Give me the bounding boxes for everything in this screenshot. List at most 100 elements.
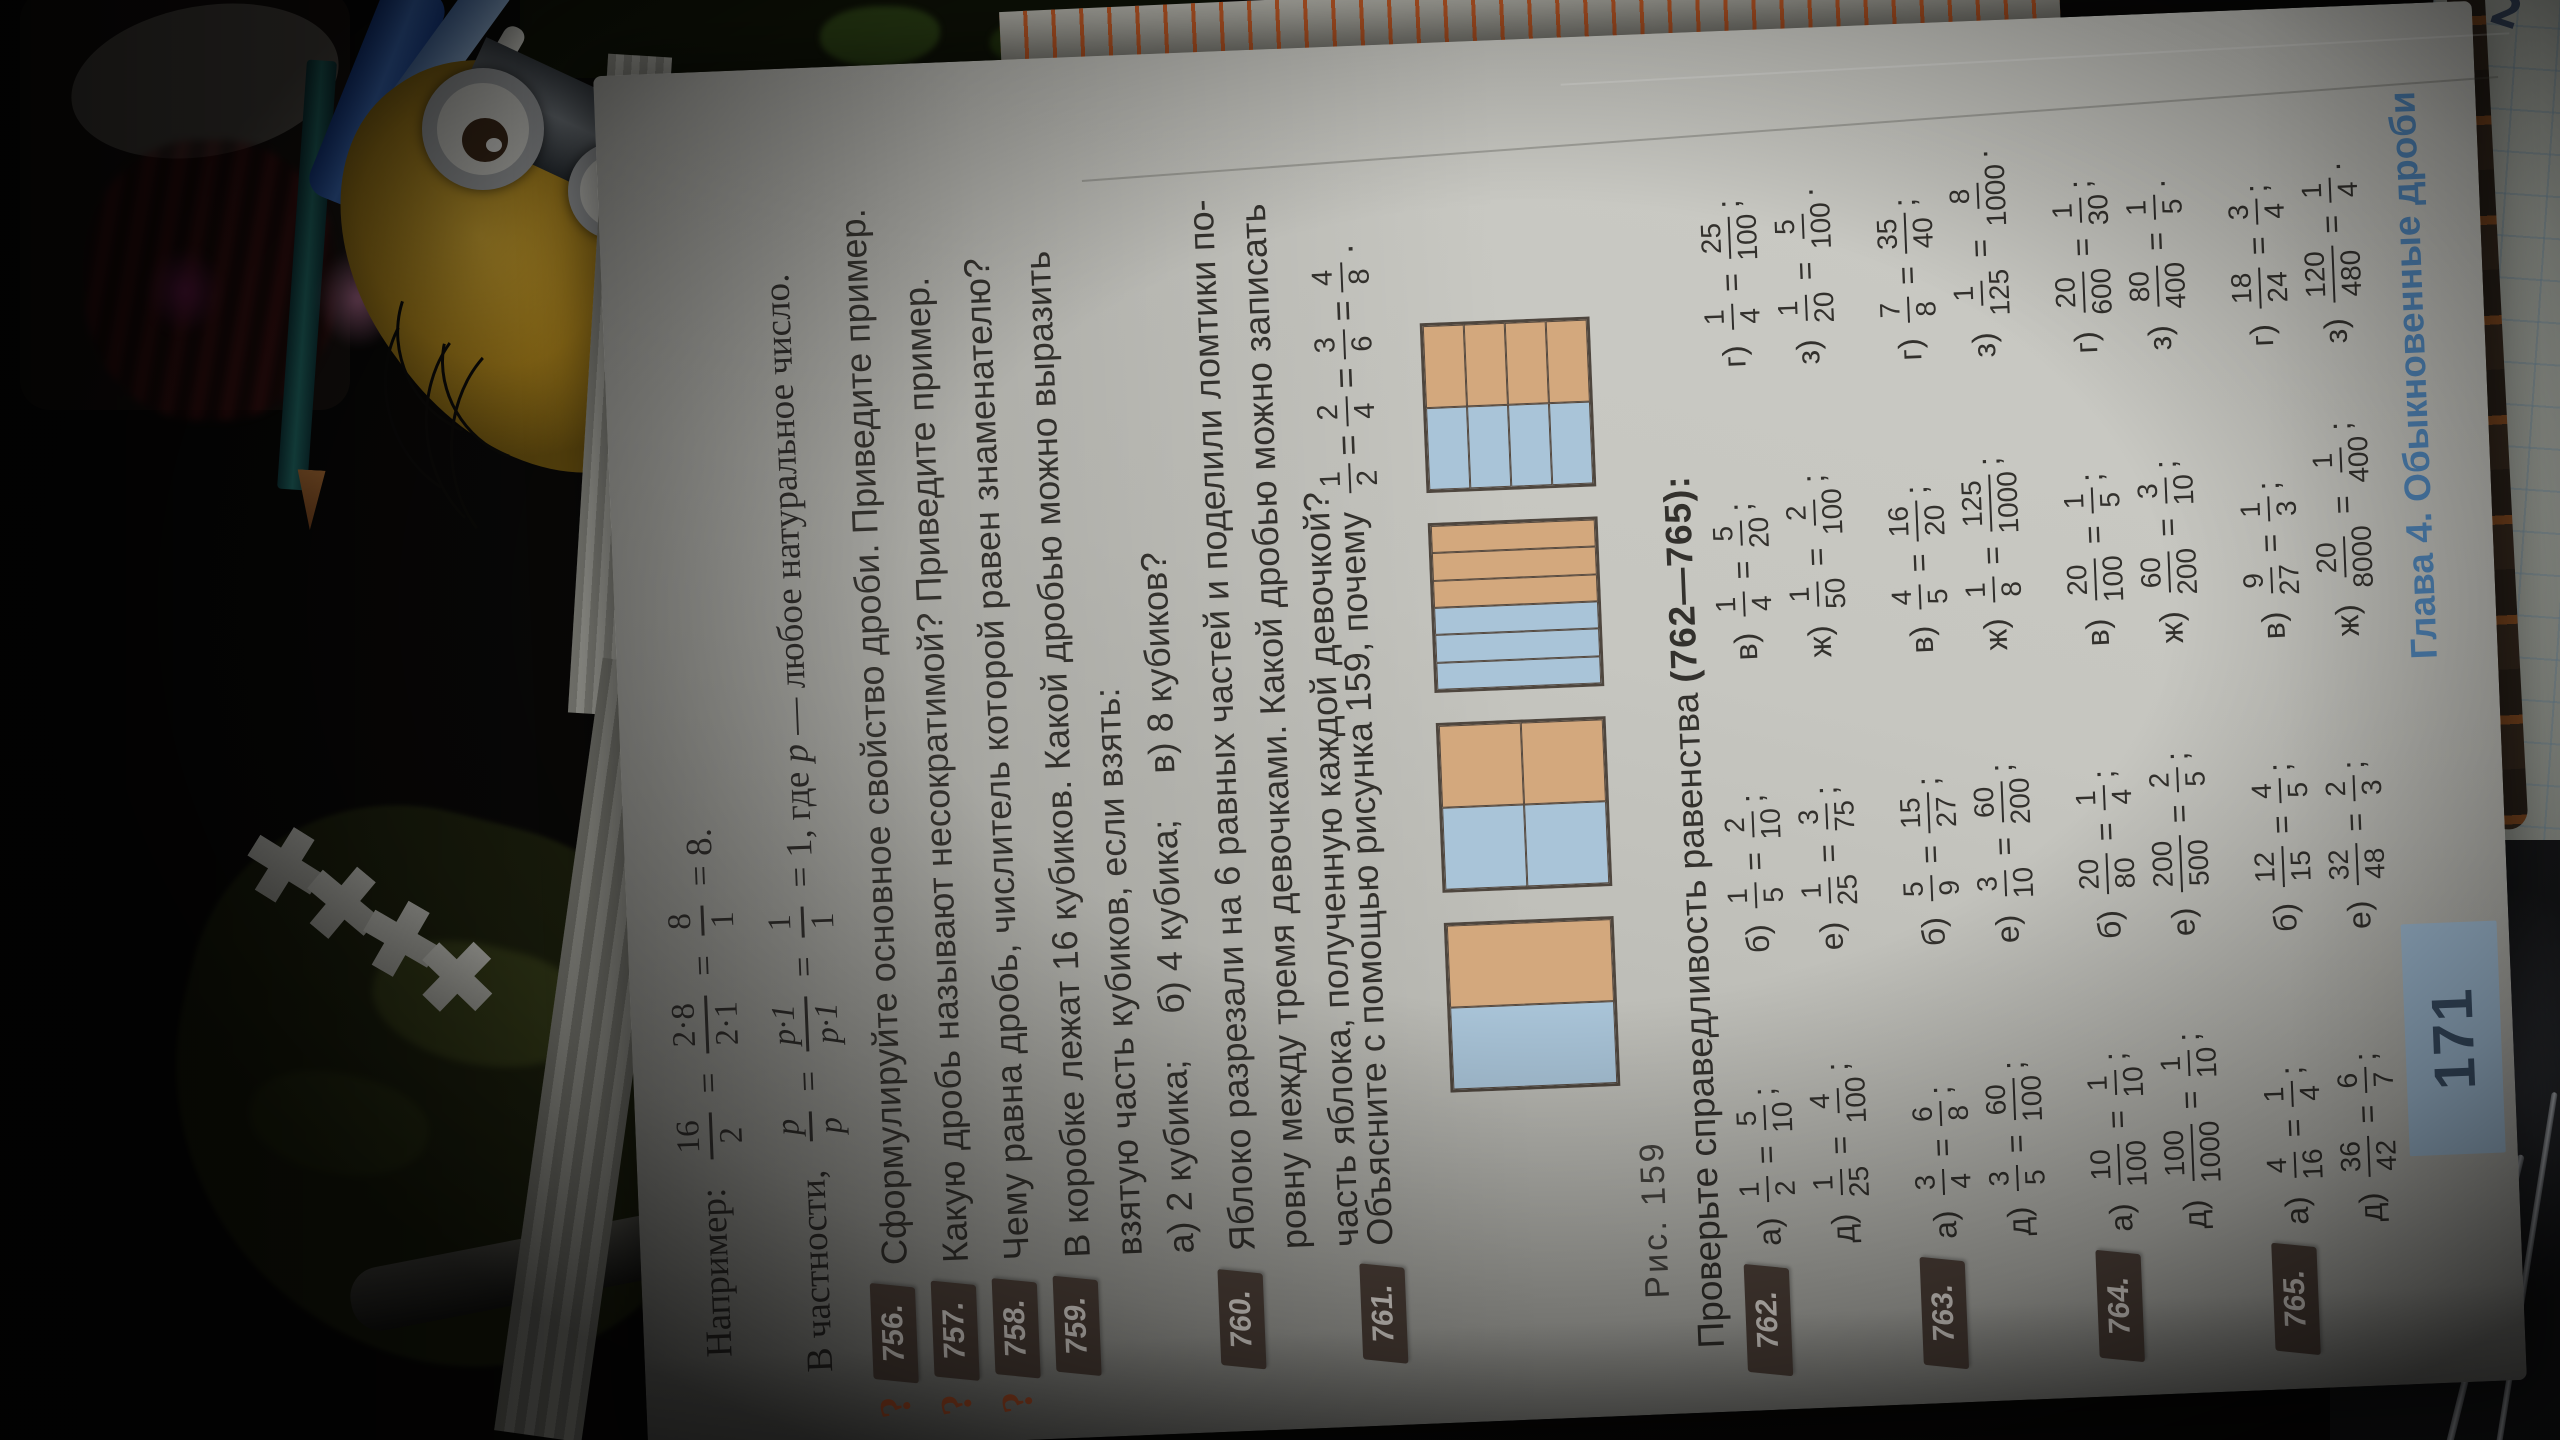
fraction: p·1 p·1 — [765, 995, 846, 1054]
numerator: 1 — [1734, 1175, 1769, 1203]
problem-badge: 760. — [1217, 1269, 1267, 1370]
equality-item: д) 3 5 = 60 100; — [1975, 942, 2052, 1237]
equals-sign: = — [2137, 231, 2174, 252]
equals-sign: = — [1723, 559, 1761, 581]
item-label: е) — [1812, 921, 1850, 952]
equals-sign: = — [1911, 844, 1949, 865]
numerator: 12 — [2249, 845, 2285, 889]
equality-item: ж) 1 50 = 2 100; — [1776, 363, 1853, 658]
numerator: 1 — [1807, 1169, 1843, 1197]
item-label: в) — [2254, 610, 2292, 641]
equality-item: з) 1 125 = 8 1000. — [1940, 64, 2017, 359]
figure-159 — [1419, 316, 1621, 1093]
fraction: 3 10 — [1972, 866, 2039, 900]
item-label: д) — [2351, 1191, 2389, 1223]
item-separator: ; — [1709, 198, 1746, 210]
handwritten-scribble: 2 — [2483, 0, 2529, 41]
equals-sign: = — [1961, 238, 1998, 259]
equality-item: ж) 1 8 = 125 1000; — [1952, 356, 2029, 651]
fraction: 20 100 — [2061, 555, 2129, 604]
fraction: 20 600 — [2050, 267, 2118, 316]
figure-cell — [1446, 919, 1615, 1008]
numerator: 1 — [2058, 487, 2094, 515]
numerator: 1 — [1710, 591, 1746, 619]
fraction: 12 15 — [2249, 845, 2317, 889]
fraction-problem: 765. а) 4 16 = 1 4; б) 12 15 = 4 5; в) 9 27 = 1 3; г) 18 24 = 3… — [2214, 49, 2414, 1356]
denominator: 8 — [1941, 1104, 1974, 1122]
equals-sign: = — [2160, 803, 2197, 824]
fraction: 1 20 — [1772, 291, 1840, 325]
item-separator: . — [1783, 187, 1820, 198]
denominator: 6 — [1346, 334, 1380, 353]
denominator: 5 — [1757, 886, 1789, 904]
item-label: д) — [2175, 1198, 2214, 1230]
denominator: 4 — [2331, 181, 2363, 198]
item-label: б) — [2266, 902, 2304, 933]
fraction: 2 100 — [1781, 488, 1848, 537]
denominator: 40 — [1906, 216, 1939, 250]
denominator: 200 — [2002, 777, 2036, 825]
problem-badge: 765. — [2271, 1242, 2321, 1356]
item-separator: ; — [1897, 484, 1934, 496]
equals-sign: = — [2239, 235, 2277, 256]
item-separator: . — [1957, 149, 1994, 160]
oral-question-hook-icon: ? — [990, 1386, 1044, 1417]
numerator: 1 — [1960, 576, 1995, 604]
numerator: 3 — [1972, 870, 2007, 898]
numerator: 5 — [1898, 875, 1933, 903]
denominator: 1000 — [2192, 1120, 2227, 1184]
check-heading-range: (762—765): — [1655, 474, 1706, 684]
item-separator: ; — [2249, 480, 2286, 492]
equality-item: з) 1 20 = 5 100. — [1764, 71, 1841, 366]
numerator: 1 — [762, 906, 805, 939]
numerator: 20 — [2310, 536, 2347, 580]
equals-sign: = — [2348, 1104, 2386, 1125]
leaf-pattern — [820, 6, 940, 66]
fraction: 60 200 — [1968, 777, 2036, 826]
equals-sign: = — [2251, 533, 2289, 554]
numerator: 16 — [670, 1112, 714, 1162]
numerator: 2·8 — [665, 995, 709, 1055]
equality-item: д) 36 42 = 6 7; — [2327, 928, 2404, 1223]
numerator: 3 — [1309, 329, 1347, 361]
oral-question-hook-icon: ? — [930, 1388, 983, 1419]
equals-sign: = — [1985, 836, 2022, 857]
figure-cell — [1422, 324, 1468, 409]
denominator: 200 — [2169, 547, 2203, 596]
math-text: = — [1327, 433, 1370, 457]
equality-item: д) 100 1000 = 1 10; — [2151, 935, 2228, 1230]
denominator: 4 — [2293, 1084, 2326, 1102]
item-label: з) — [2316, 317, 2354, 345]
denominator: 8 — [1909, 300, 1942, 318]
numerator: 5 — [1731, 1105, 1766, 1132]
fraction: 32 48 — [2323, 842, 2391, 886]
numerator: 2 — [1781, 499, 1816, 527]
equals-sign: = — [1888, 265, 1925, 286]
denominator: 5 — [1921, 587, 1953, 605]
item-separator: ; — [2272, 1065, 2310, 1076]
item-label: ж) — [1800, 624, 1838, 659]
numerator: 18 — [2226, 267, 2262, 310]
item-label: г) — [2067, 330, 2104, 355]
equals-sign: = — [1797, 546, 1835, 568]
equality-item: з) 120 480 = 1 4. — [2292, 49, 2369, 345]
item-label: ж) — [2328, 603, 2366, 638]
equality-item: г) 7 8 = 35 40; — [1866, 67, 1943, 362]
item-separator: ; — [2072, 472, 2110, 483]
denominator: 480 — [2333, 249, 2367, 298]
denominator: 100 — [2119, 1139, 2153, 1188]
item-label: б) — [1738, 923, 1776, 954]
item-label: г) — [2242, 323, 2280, 348]
fraction: 1 30 — [2047, 193, 2114, 227]
